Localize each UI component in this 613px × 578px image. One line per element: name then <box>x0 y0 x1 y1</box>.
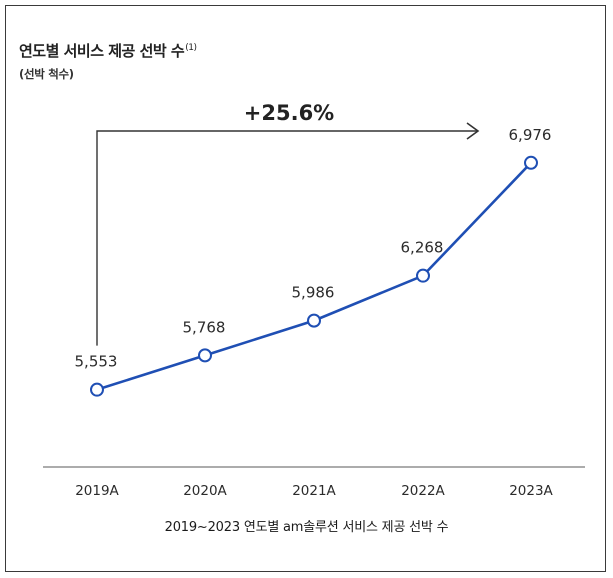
data-labels: 5,553 5,768 5,986 6,268 6,976 <box>75 126 552 371</box>
x-tick-2023A: 2023A <box>509 483 553 499</box>
series-line <box>96 161 532 391</box>
x-tick-2019A: 2019A <box>75 483 119 499</box>
data-label-2021A: 5,986 <box>292 284 335 302</box>
x-tick-labels: 2019A 2020A 2021A 2022A 2023A <box>75 483 553 499</box>
growth-annotation: +25.6% <box>244 101 334 125</box>
x-tick-2021A: 2021A <box>292 483 336 499</box>
x-tick-2022A: 2022A <box>401 483 445 499</box>
chart-title-footnote: (1) <box>185 43 197 53</box>
growth-arrow-head <box>466 122 480 140</box>
chart-caption: 2019~2023 연도별 am솔루션 서비스 제공 선박 수 <box>164 520 449 535</box>
data-point-2021A <box>307 313 321 328</box>
chart-frame <box>5 5 606 572</box>
x-tick-2020A: 2020A <box>183 483 227 499</box>
series-layer <box>90 155 538 397</box>
data-label-2020A: 5,768 <box>183 318 226 336</box>
data-point-2019A <box>90 382 104 397</box>
data-label-2022A: 6,268 <box>401 239 444 257</box>
chart-title-text: 연도별 서비스 제공 선박 수 <box>19 42 185 60</box>
chart-subtitle: (선박 척수) <box>19 67 74 81</box>
data-point-2023A <box>524 155 538 170</box>
growth-arrow <box>96 122 480 346</box>
growth-arrow-line <box>96 130 478 346</box>
data-point-2020A <box>198 348 212 363</box>
data-point-2022A <box>416 268 430 283</box>
chart-title: 연도별 서비스 제공 선박 수(1) <box>19 40 197 61</box>
data-label-2019A: 5,553 <box>75 353 118 371</box>
data-label-2023A: 6,976 <box>509 126 552 144</box>
